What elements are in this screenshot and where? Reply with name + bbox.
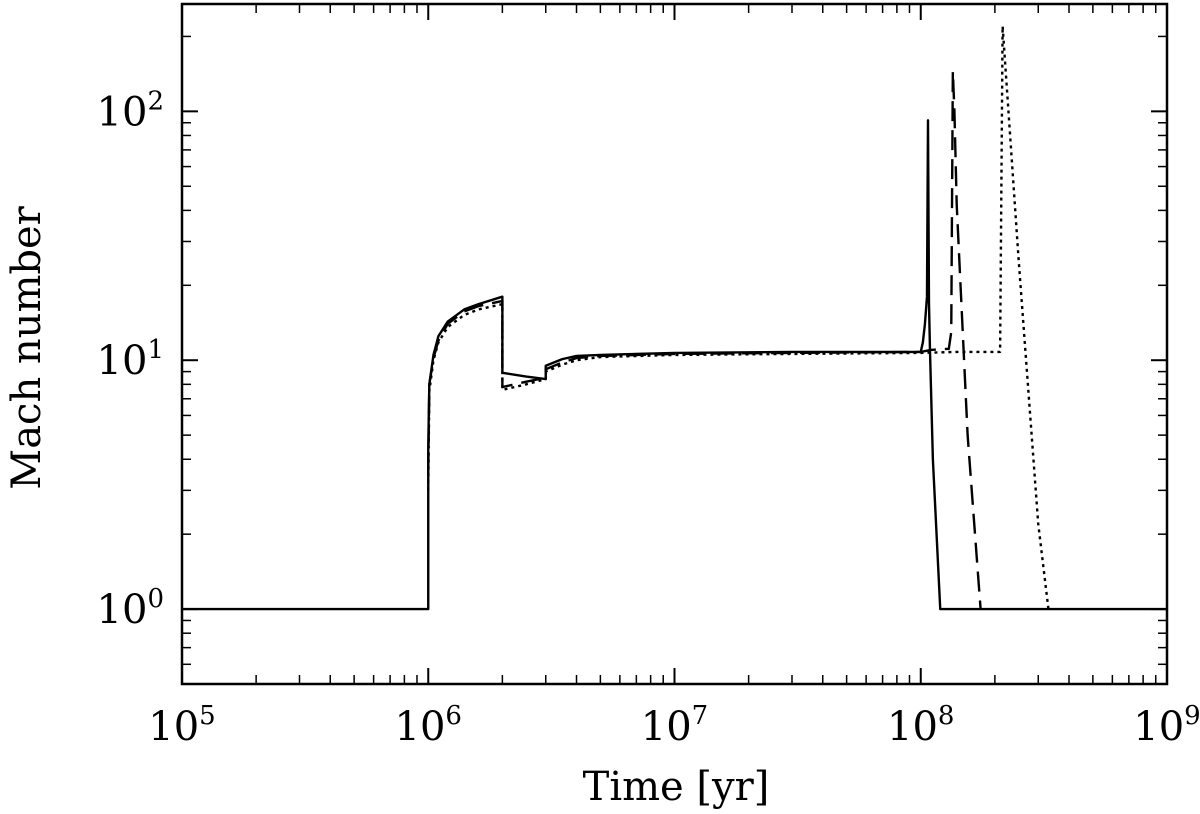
x-tick-label: 106 xyxy=(395,701,462,750)
x-tick-label: 105 xyxy=(148,701,215,750)
x-tick-exp: 7 xyxy=(692,701,709,731)
y-tick-label: 101 xyxy=(97,335,164,384)
x-tick-base: 10 xyxy=(395,704,446,750)
minor-ticks xyxy=(182,4,1167,685)
x-tick-base: 10 xyxy=(887,704,938,750)
plot-frame xyxy=(180,2,1169,686)
series-dashed-line xyxy=(427,69,982,610)
x-tick-label: 109 xyxy=(1133,701,1200,750)
series-layer xyxy=(182,24,1167,611)
y-tick-label: 100 xyxy=(97,584,164,633)
major-ticks xyxy=(181,4,1168,684)
y-axis-label: Mach number xyxy=(4,205,50,489)
x-tick-exp: 9 xyxy=(1184,701,1200,731)
x-tick-base: 10 xyxy=(148,704,199,750)
x-tick-base: 10 xyxy=(641,704,692,750)
y-tick-exp: 2 xyxy=(147,86,164,116)
y-tick-base: 10 xyxy=(97,587,148,633)
y-tick-exp: 0 xyxy=(147,584,164,614)
x-tick-base: 10 xyxy=(1133,704,1184,750)
x-tick-label: 108 xyxy=(887,701,954,750)
x-tick-labels: 105 106 107 108 109 xyxy=(148,701,1200,750)
y-tick-base: 10 xyxy=(97,89,148,135)
series-dotted-line xyxy=(427,24,1050,610)
x-axis-label: Time [yr] xyxy=(583,764,770,810)
y-tick-base: 10 xyxy=(97,338,148,384)
y-tick-label: 102 xyxy=(97,86,164,135)
x-tick-exp: 5 xyxy=(199,701,216,731)
series-solid-line xyxy=(182,119,1167,611)
y-tick-exp: 1 xyxy=(147,335,164,365)
x-tick-exp: 8 xyxy=(938,701,955,731)
x-tick-label: 107 xyxy=(641,701,708,750)
x-tick-exp: 6 xyxy=(445,701,462,731)
